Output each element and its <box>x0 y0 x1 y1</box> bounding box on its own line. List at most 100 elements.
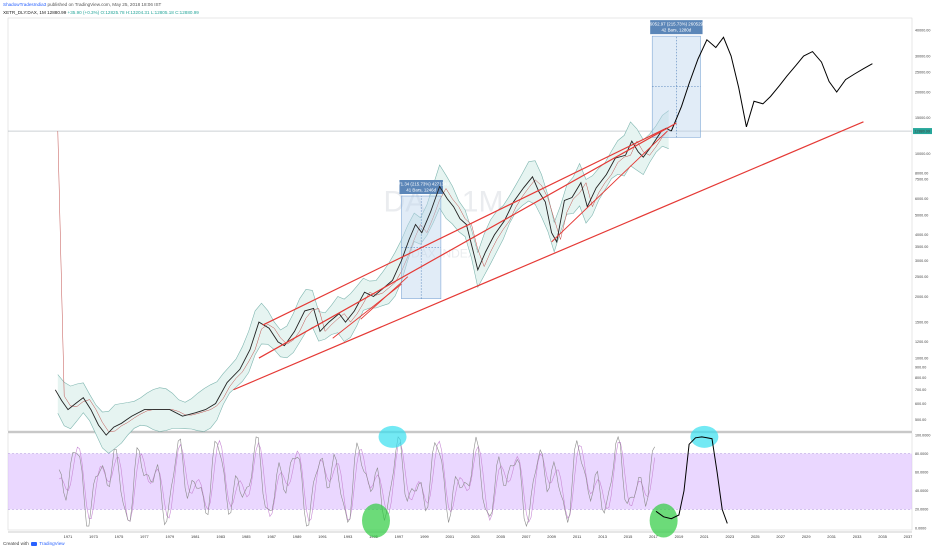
price-tick-label: 2500.00 <box>915 275 928 279</box>
year-tick-label: 2009 <box>547 534 556 539</box>
stochastic-d-line <box>58 439 655 524</box>
last-price-label: 12880.99 <box>915 129 930 133</box>
price-tick-label: 2000.00 <box>915 295 928 299</box>
tradingview-brand[interactable]: TradingView <box>39 541 65 546</box>
measure-label-line2: 42 Bars, 1280d <box>661 28 691 33</box>
year-tick-label: 1981 <box>191 534 200 539</box>
author-link[interactable]: ShadowTradesIndia3 published on TradingV… <box>3 2 162 7</box>
oscillator-tick-label: 100.0000 <box>915 433 930 437</box>
created-with-text: Created with <box>3 541 29 546</box>
year-tick-label: 1979 <box>165 534 174 539</box>
oversold-highlight <box>362 503 390 538</box>
last-price: 12880.99 <box>47 10 67 15</box>
price-tick-label: 5000.00 <box>915 213 928 217</box>
bollinger-upper-band <box>57 110 669 413</box>
year-tick-label: 2001 <box>445 534 454 539</box>
price-tick-label: 900.00 <box>915 366 926 370</box>
footer: Created with TradingView <box>3 541 65 546</box>
year-tick-label: 1993 <box>344 534 353 539</box>
year-tick-label: 2019 <box>675 534 684 539</box>
price-tick-label: 1200.00 <box>915 340 928 344</box>
projection-line <box>670 36 873 132</box>
year-tick-label: 2015 <box>624 534 633 539</box>
year-tick-label: 2021 <box>700 534 709 539</box>
ohlc-values: O:12825.78 H:13204.31 L:12805.18 C:12880… <box>100 10 199 15</box>
oscillator-tick-label: 60.0000 <box>915 471 928 475</box>
year-tick-label: 2025 <box>751 534 760 539</box>
price-tick-label: 40000.00 <box>915 29 930 33</box>
tradingview-logo-icon <box>31 541 38 546</box>
bollinger-lower-band <box>57 145 669 454</box>
support-trendline <box>233 121 864 391</box>
year-tick-label: 2003 <box>471 534 480 539</box>
price-tick-label: 800.00 <box>915 376 926 380</box>
year-tick-label: 2033 <box>853 534 862 539</box>
year-tick-label: 1983 <box>216 534 225 539</box>
oscillator-tick-label: 80.0000 <box>915 452 928 456</box>
price-tick-label: 500.00 <box>915 418 926 422</box>
inner-trendline <box>360 276 409 320</box>
publish-info: published on TradingView.com, May 25, 20… <box>47 2 162 7</box>
measure-label-line1: 4271.34 (215.73%) 4271340 <box>393 182 449 187</box>
year-tick-label: 2031 <box>827 534 836 539</box>
inner-trendline <box>551 130 668 243</box>
year-tick-label: 2007 <box>522 534 531 539</box>
year-tick-label: 1997 <box>395 534 404 539</box>
oscillator-projection-line <box>655 436 728 524</box>
price-tick-label: 3500.00 <box>915 245 928 249</box>
year-tick-label: 2037 <box>904 534 913 539</box>
overbought-highlight <box>378 425 407 448</box>
year-tick-label: 1991 <box>318 534 327 539</box>
oversold-highlight <box>649 503 678 538</box>
year-tick-label: 1989 <box>293 534 302 539</box>
price-tick-label: 1000.00 <box>915 356 928 360</box>
year-tick-label: 1973 <box>89 534 98 539</box>
year-tick-label: 2035 <box>878 534 887 539</box>
year-tick-label: 1985 <box>242 534 251 539</box>
price-tick-label: 10000.00 <box>915 152 930 156</box>
year-tick-label: 2027 <box>776 534 785 539</box>
measure-label-bg <box>399 180 443 195</box>
year-tick-label: 2005 <box>496 534 505 539</box>
year-tick-label: 1999 <box>420 534 429 539</box>
price-tick-label: 8000.00 <box>915 172 928 176</box>
year-tick-label: 2011 <box>573 534 581 539</box>
year-tick-label: 2013 <box>598 534 607 539</box>
price-tick-label: 1500.00 <box>915 320 928 324</box>
oscillator-tick-label: 0.0000 <box>915 526 926 530</box>
price-tick-label: 30000.00 <box>915 54 930 58</box>
price-tick-label: 4000.00 <box>915 233 928 237</box>
symbol-legend: XETR_DLY:DAX, 1M 12880.99 +35.90 (+0.3%)… <box>3 10 199 15</box>
year-tick-label: 1977 <box>140 534 149 539</box>
price-tick-label: 3000.00 <box>915 259 928 263</box>
price-change: +35.90 (+0.3%) <box>67 10 100 15</box>
measure-label-bg <box>650 20 703 35</box>
year-tick-label: 2023 <box>725 534 734 539</box>
year-tick-label: 1987 <box>267 534 276 539</box>
measure-label-line1: 26052.97 (215.73%) 2605297 <box>647 22 706 27</box>
resistance-trendline <box>262 128 666 326</box>
oscillator-zone <box>8 453 912 510</box>
year-tick-label: 2029 <box>802 534 811 539</box>
price-pane <box>7 17 913 432</box>
price-tick-label: 700.00 <box>915 388 926 392</box>
price-line <box>54 127 672 436</box>
price-tick-label: 600.00 <box>915 402 926 406</box>
last-price-tag <box>913 128 932 135</box>
price-tick-label: 20000.00 <box>915 90 930 94</box>
bollinger-band-fill <box>57 110 669 454</box>
year-tick-label: 1975 <box>115 534 124 539</box>
price-tick-label: 6000.00 <box>915 197 928 201</box>
price-tick-label: 15000.00 <box>915 116 930 120</box>
stochastic-k-line <box>58 435 655 528</box>
oscillator-tick-label: 20.0000 <box>915 508 928 512</box>
measure-label-line2: 41 Bars, 1246d <box>406 188 436 193</box>
year-tick-label: 2017 <box>649 534 658 539</box>
symbol-name: XETR_DLY:DAX, 1M <box>3 10 46 15</box>
support-trendline-2 <box>258 122 677 359</box>
year-tick-label: 1971 <box>64 534 73 539</box>
price-tick-label: 25000.00 <box>915 70 930 74</box>
price-tick-label: 7500.00 <box>915 177 928 181</box>
oscillator-tick-label: 40.0000 <box>915 489 928 493</box>
